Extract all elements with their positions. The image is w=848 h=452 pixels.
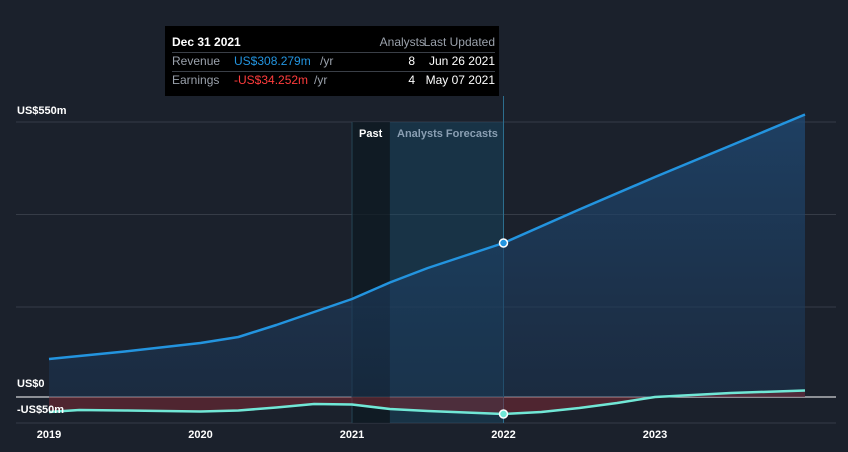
x-tick-label: 2019 [36, 429, 62, 441]
y-tick-label: -US$50m [17, 404, 65, 416]
tooltip-col-last-updated: Last Updated [423, 35, 495, 49]
revenue-highlight-point [498, 238, 509, 248]
highlight-points [498, 238, 509, 419]
x-tick-label: 2020 [188, 429, 213, 441]
tooltip-header: Dec 31 2021 Analysts Last Updated [172, 35, 495, 53]
tooltip-revenue-name: Revenue [172, 54, 221, 68]
tooltip-row-earnings: Earnings -US$34.252m /yr 4 May 07 2021 [172, 73, 495, 91]
tooltip-revenue-value: US$308.279m [234, 54, 311, 68]
past-label: Past [359, 128, 383, 140]
x-tick-label: 2023 [642, 429, 668, 441]
tooltip-earnings-value: -US$34.252m [234, 73, 309, 87]
tooltip-earnings-name: Earnings [172, 73, 220, 87]
earnings-highlight-point [498, 409, 509, 419]
tooltip-revenue-unit: /yr [320, 54, 334, 68]
tooltip-col-analysts: Analysts [379, 35, 425, 49]
tooltip-date: Dec 31 2021 [172, 35, 241, 49]
tooltip-revenue-analysts: 8 [408, 54, 415, 68]
x-tick-label: 2021 [339, 429, 365, 441]
tooltip-earnings-updated: May 07 2021 [425, 73, 495, 87]
revenue-area [49, 114, 805, 397]
tooltip-divider [172, 52, 495, 53]
series-group [48, 113, 806, 416]
tooltip-divider [172, 71, 495, 72]
y-tick-label: US$550m [17, 105, 67, 117]
earnings-line [48, 389, 806, 416]
revenue-line [48, 113, 806, 361]
earnings-area [49, 390, 805, 414]
analysts-forecasts-label: Analysts Forecasts [397, 128, 498, 140]
tooltip-row-revenue: Revenue US$308.279m /yr 8 Jun 26 2021 [172, 54, 495, 72]
x-tick-label: 2022 [491, 429, 516, 441]
data-tooltip: Dec 31 2021 Analysts Last Updated Revenu… [165, 26, 499, 96]
y-tick-label: US$0 [17, 378, 45, 390]
tooltip-earnings-unit: /yr [314, 73, 328, 87]
tooltip-revenue-updated: Jun 26 2021 [428, 54, 495, 68]
tooltip-earnings-analysts: 4 [408, 73, 415, 87]
